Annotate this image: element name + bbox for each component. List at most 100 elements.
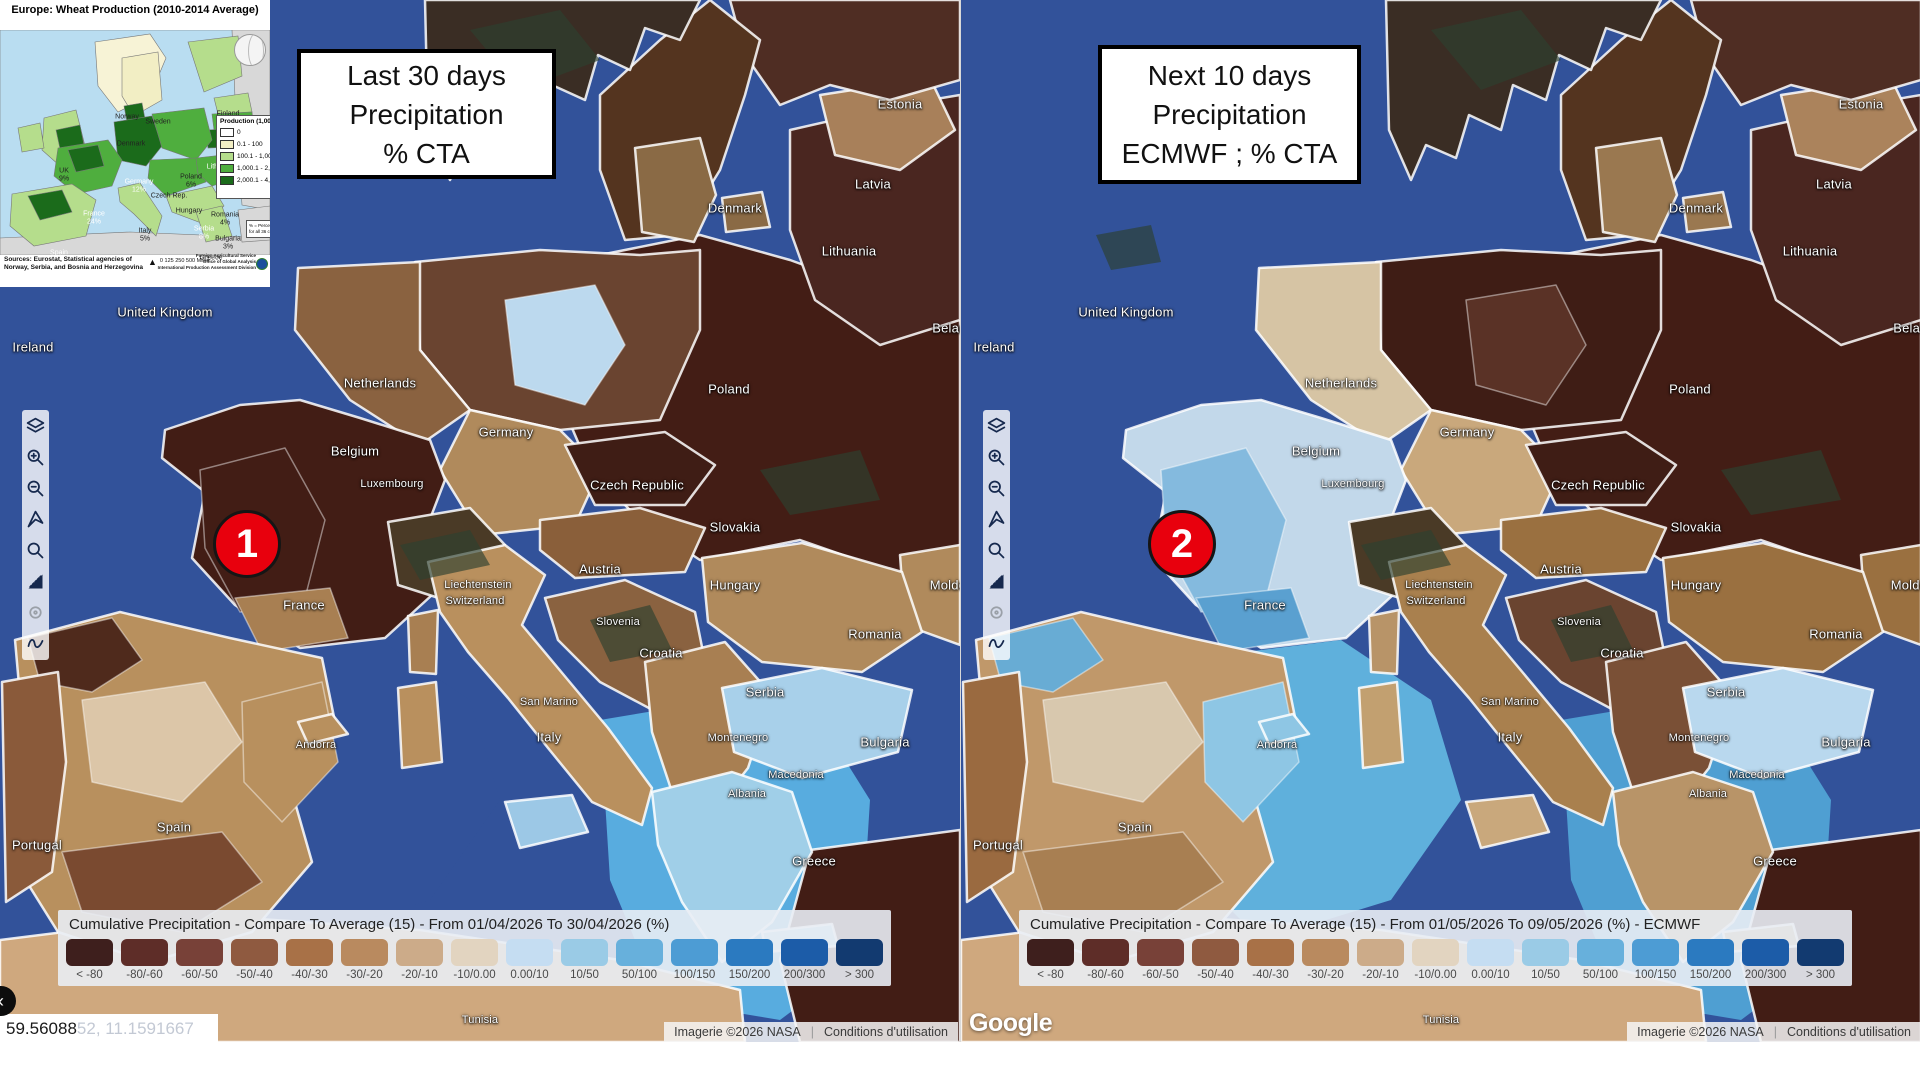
legend-class: < -80 <box>1027 939 1074 981</box>
legend-swatch <box>1302 939 1349 966</box>
country-label: Czech Republic <box>1551 477 1645 493</box>
region-iberia_south <box>61 831 263 933</box>
search-icon[interactable] <box>24 539 47 562</box>
wheat-legend-item: 0 <box>220 128 270 137</box>
region-romania <box>700 541 924 674</box>
country-label: Andorra <box>295 739 337 751</box>
region-czech <box>563 430 717 507</box>
legend-title: Cumulative Precipitation - Compare To Av… <box>1030 916 1701 933</box>
country-label: Luxembourg <box>1321 478 1385 490</box>
north-arrow-icon: ▲ <box>148 257 157 267</box>
zoom-out-icon[interactable] <box>24 477 47 500</box>
region-france_sw <box>1195 587 1310 653</box>
zoom-in-icon[interactable] <box>985 446 1008 469</box>
wheat-label: Denmark <box>116 140 146 148</box>
layers-icon[interactable] <box>985 415 1008 438</box>
map-canvas-right[interactable] <box>961 0 1920 1042</box>
legend-swatch <box>1027 939 1074 966</box>
wheat-legend-item: 100.1 - 1,000 <box>220 152 270 161</box>
country-label: United Kingdom <box>1078 304 1174 320</box>
country-label: San Marino <box>519 696 579 708</box>
country-label: Liechtenstein <box>444 579 512 591</box>
draw-icon[interactable] <box>24 632 47 655</box>
legend-label: > 300 <box>1805 969 1836 981</box>
country-label: Denmark <box>707 200 763 216</box>
wheat-label: Romania <box>210 211 240 219</box>
layers-icon[interactable] <box>24 415 47 438</box>
region-balearics <box>296 712 350 746</box>
wheat-legend-label: 0 <box>237 129 241 136</box>
legend-label: -50/-40 <box>1197 969 1234 981</box>
locate-icon[interactable] <box>24 601 47 624</box>
wheat-region-italy-in <box>117 182 163 237</box>
imagery-credit: Imagerie ©2026 NASA <box>674 1025 801 1039</box>
legend-class: < -80 <box>66 939 113 981</box>
country-label: Serbia <box>1706 684 1746 700</box>
legend-label: -30/-20 <box>1307 969 1344 981</box>
legend-swatch <box>1467 939 1514 966</box>
terms-link[interactable]: Conditions d'utilisation <box>824 1025 948 1039</box>
wheat-region-ireland <box>17 122 45 153</box>
legend-label: 200/300 <box>783 969 826 981</box>
legend-class: -60/-50 <box>176 939 223 981</box>
region-corsica <box>1367 608 1401 676</box>
measure-icon[interactable] <box>985 570 1008 593</box>
country-label: Germany <box>478 424 534 440</box>
country-label: Bulgaria <box>1821 734 1871 750</box>
wheat-region-spain-dark <box>27 189 73 221</box>
legend-swatch <box>1247 939 1294 966</box>
legend-class: -10/0.00 <box>1412 939 1459 981</box>
country-label: Greece <box>1753 853 1797 869</box>
country-label: Moldova <box>929 577 960 593</box>
legend-label: -20/-10 <box>1362 969 1399 981</box>
legend-label: 0.00/10 <box>510 969 549 981</box>
collapse-panel-button[interactable]: ‹ <box>0 986 16 1016</box>
wheat-legend-chip <box>220 128 234 137</box>
wheat-label: 8% <box>198 233 210 241</box>
legend-swatch <box>396 939 443 966</box>
legend-swatch <box>1632 939 1679 966</box>
legend-label: 100/150 <box>673 969 716 981</box>
cursor-icon[interactable] <box>24 508 47 531</box>
legend-class: -30/-20 <box>1302 939 1349 981</box>
legend-swatch <box>341 939 388 966</box>
cursor-icon[interactable] <box>985 508 1008 531</box>
legend-swatch <box>1137 939 1184 966</box>
region-terrain <box>1551 605 1633 662</box>
wheat-label: Spain <box>50 249 68 257</box>
zoom-out-icon[interactable] <box>985 477 1008 500</box>
wheat-legend-title: Production (1,000 MT) <box>220 118 270 125</box>
draw-icon[interactable] <box>985 632 1008 655</box>
zoom-in-icon[interactable] <box>24 446 47 469</box>
region-bulgaria <box>720 666 914 780</box>
country-label: Hungary <box>709 577 761 593</box>
legend-label: -40/-30 <box>291 969 328 981</box>
region-netherlands <box>1254 260 1433 447</box>
legend-class: 10/50 <box>1522 939 1569 981</box>
legend-swatch <box>286 939 333 966</box>
country-label: Lithuania <box>821 243 877 259</box>
country-label: Germany <box>1439 424 1495 440</box>
legend-class: -10/0.00 <box>451 939 498 981</box>
legend-class: -20/-10 <box>1357 939 1404 981</box>
wheat-map <box>0 30 270 255</box>
wheat-label: UK <box>59 167 69 175</box>
country-label: Tunisia <box>1422 1014 1460 1026</box>
wheat-label: Greece <box>199 254 223 262</box>
search-icon[interactable] <box>985 539 1008 562</box>
legend-swatch <box>1357 939 1404 966</box>
region-bulgaria <box>1681 666 1875 780</box>
country-label: Hungary <box>1670 577 1722 593</box>
terms-link[interactable]: Conditions d'utilisation <box>1787 1025 1911 1039</box>
country-label: Croatia <box>639 645 683 661</box>
wheat-label: 12% <box>131 186 147 194</box>
locate-icon[interactable] <box>985 601 1008 624</box>
country-label: Austria <box>1540 561 1582 577</box>
country-label: Latvia <box>1816 176 1852 192</box>
legend-label: -10/0.00 <box>1414 969 1457 981</box>
annotation-box-last-30-days: Last 30 days Precipitation % CTA <box>297 49 556 179</box>
wheat-label: Finland <box>216 110 240 118</box>
legend-swatch <box>176 939 223 966</box>
country-label: Poland <box>1669 381 1711 397</box>
measure-icon[interactable] <box>24 570 47 593</box>
